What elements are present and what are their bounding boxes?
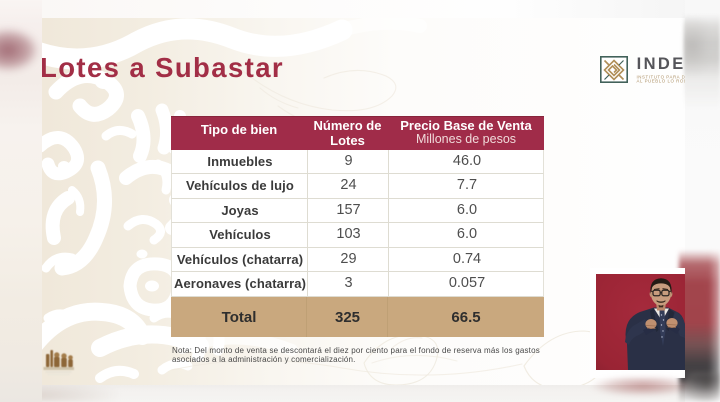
svg-text:INSTITUTO PARA DEVOLVER AL: INSTITUTO PARA DEVOLVER AL [637, 74, 686, 79]
svg-text:INDEP: INDEP [637, 56, 685, 73]
svg-text:AL PUEBLO LO ROBADO: AL PUEBLO LO ROBADO [637, 79, 686, 84]
